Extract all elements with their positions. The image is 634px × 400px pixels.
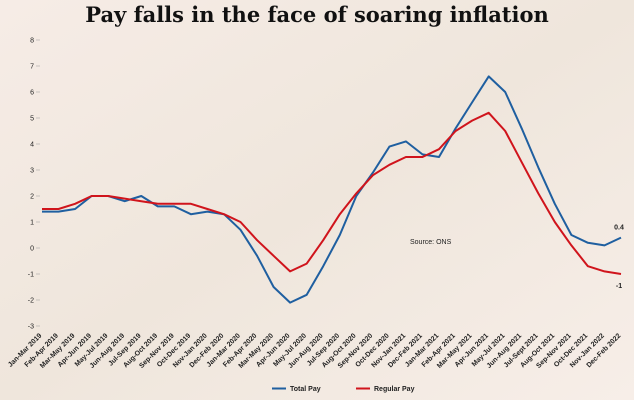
y-tick-label: 5 — [30, 116, 34, 123]
data-label: -1 — [616, 283, 622, 290]
y-tick-label: 4 — [30, 142, 34, 149]
y-tick-label: 8 — [30, 38, 34, 45]
y-tick-label: 3 — [30, 168, 34, 175]
y-tick-label: -2 — [28, 298, 34, 305]
annotation: Source: ONS — [410, 239, 452, 246]
line-series — [42, 111, 622, 275]
data-label: 0.4 — [614, 225, 624, 232]
line-series — [42, 75, 622, 304]
y-tick-label: 0 — [30, 246, 34, 253]
chart-title: Pay falls in the face of soaring inflati… — [85, 2, 549, 27]
y-tick-label: 2 — [30, 194, 34, 201]
y-tick-label: 6 — [30, 90, 34, 97]
y-tick-label: -1 — [28, 272, 34, 279]
y-tick-label: 7 — [30, 64, 34, 71]
y-tick-label: 1 — [30, 220, 34, 227]
y-tick-label: -3 — [28, 324, 34, 331]
legend-label: Regular Pay — [374, 386, 415, 393]
legend-label: Total Pay — [290, 386, 321, 393]
